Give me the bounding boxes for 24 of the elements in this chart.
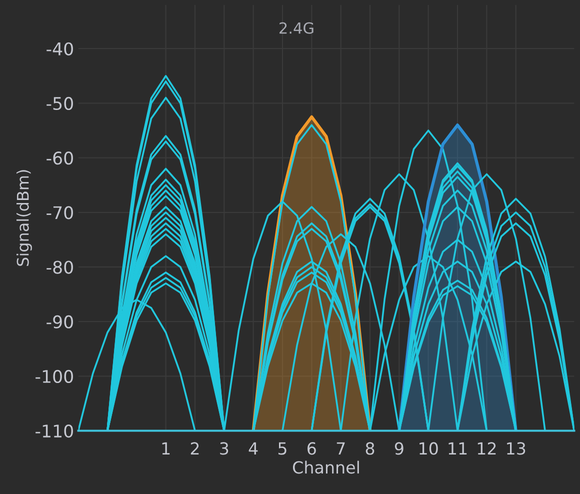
x-tick-label: 7 <box>336 442 345 455</box>
y-tick-label: -70 <box>46 206 73 220</box>
y-tick-label: -60 <box>46 152 73 165</box>
y-tick-label: -40 <box>46 42 73 56</box>
x-tick-label: 9 <box>394 442 404 455</box>
y-tick-label: -110 <box>36 424 73 438</box>
annotation: 2.4G <box>280 22 314 34</box>
y-axis-title: Signal(dBm) <box>16 170 32 266</box>
x-tick-label: 3 <box>220 442 228 455</box>
x-tick-label: 6 <box>308 442 316 455</box>
x-tick-label: 1 <box>162 442 170 455</box>
y-tick-label: -100 <box>36 370 73 384</box>
x-tick-label: 11 <box>448 442 467 455</box>
x-axis-title: Channel <box>292 460 359 474</box>
y-tick-label: -90 <box>46 315 73 328</box>
x-tick-label: 2 <box>190 442 199 455</box>
x-tick-label: 8 <box>366 442 374 455</box>
y-tick-label: -80 <box>46 260 73 274</box>
x-tick-label: 13 <box>507 442 526 455</box>
x-tick-label: 12 <box>478 442 496 455</box>
x-tick-label: 5 <box>278 442 286 455</box>
x-tick-label: 10 <box>420 442 438 455</box>
y-tick-label: -50 <box>46 96 73 110</box>
x-tick-label: 4 <box>248 442 258 455</box>
